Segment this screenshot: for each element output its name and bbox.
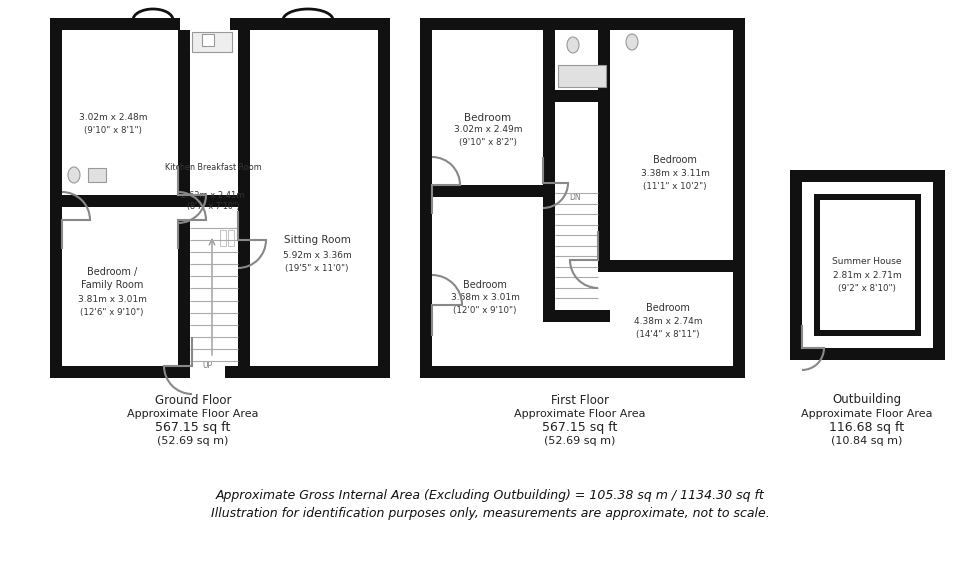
Text: (14'4" x 8'11"): (14'4" x 8'11") <box>636 329 700 339</box>
Bar <box>178 195 238 207</box>
Text: 2.81m x 2.71m: 2.81m x 2.71m <box>833 271 902 279</box>
Bar <box>915 194 921 336</box>
Text: 3.38m x 3.11m: 3.38m x 3.11m <box>641 168 710 178</box>
Bar <box>555 90 598 102</box>
Ellipse shape <box>626 34 638 50</box>
Text: (52.69 sq m): (52.69 sq m) <box>158 436 228 446</box>
Text: Summer House: Summer House <box>832 257 902 267</box>
Text: Approximate Floor Area: Approximate Floor Area <box>802 409 933 419</box>
Text: 3.02m x 2.49m: 3.02m x 2.49m <box>454 125 522 134</box>
Text: (19'5" x 11'0"): (19'5" x 11'0") <box>285 264 349 272</box>
Text: 5.92m x 3.36m: 5.92m x 3.36m <box>282 250 352 260</box>
Bar <box>178 30 190 195</box>
Text: 3.02m x 2.48m: 3.02m x 2.48m <box>78 113 147 123</box>
Text: Bedroom: Bedroom <box>464 280 507 290</box>
Text: Approximate Floor Area: Approximate Floor Area <box>514 409 646 419</box>
Bar <box>202 34 214 46</box>
Text: 567.15 sq ft: 567.15 sq ft <box>542 421 617 435</box>
Text: (8'7" x 7'10"): (8'7" x 7'10") <box>186 203 239 211</box>
Bar <box>790 170 802 360</box>
Bar <box>598 260 733 272</box>
Bar <box>814 194 820 336</box>
Text: 3.81m x 3.01m: 3.81m x 3.01m <box>77 296 146 304</box>
Text: Bedroom: Bedroom <box>653 155 697 165</box>
Text: (9'10" x 8'1"): (9'10" x 8'1") <box>84 125 142 134</box>
Text: (9'2" x 8'10"): (9'2" x 8'10") <box>838 284 896 292</box>
Text: First Floor: First Floor <box>551 393 609 407</box>
Bar <box>933 170 945 360</box>
Bar <box>420 18 432 378</box>
Text: Approximate Floor Area: Approximate Floor Area <box>127 409 259 419</box>
Bar <box>250 18 390 30</box>
Text: 116.68 sq ft: 116.68 sq ft <box>829 421 905 435</box>
Bar <box>378 18 390 378</box>
Text: Kitchen Breakfast Room: Kitchen Breakfast Room <box>165 163 262 173</box>
Bar <box>230 18 250 30</box>
Bar <box>192 32 232 52</box>
Bar <box>814 194 921 200</box>
Text: 3.68m x 3.01m: 3.68m x 3.01m <box>451 293 519 303</box>
Text: (52.69 sq m): (52.69 sq m) <box>544 436 615 446</box>
Bar <box>228 230 234 246</box>
Bar <box>598 30 610 260</box>
Bar <box>50 18 180 30</box>
Bar <box>790 170 945 182</box>
Text: DN: DN <box>569 192 581 202</box>
Bar <box>88 168 106 182</box>
Bar <box>543 153 555 185</box>
Text: Bedroom: Bedroom <box>465 113 512 123</box>
Bar <box>814 330 921 336</box>
Text: 2.62m x 2.41m: 2.62m x 2.41m <box>181 191 245 199</box>
Bar <box>790 348 945 360</box>
Bar <box>178 220 190 366</box>
Text: (11'1" x 10'2"): (11'1" x 10'2") <box>643 181 707 191</box>
Text: (12'6" x 9'10"): (12'6" x 9'10") <box>80 307 144 317</box>
Bar <box>558 65 606 87</box>
Text: (9'10" x 8'2"): (9'10" x 8'2") <box>459 138 516 146</box>
Text: Bedroom: Bedroom <box>646 303 690 313</box>
Bar <box>238 18 250 378</box>
Bar <box>220 230 226 246</box>
Bar <box>62 195 190 207</box>
Bar <box>50 18 62 378</box>
Ellipse shape <box>68 167 80 183</box>
Text: 567.15 sq ft: 567.15 sq ft <box>155 421 230 435</box>
Text: Sitting Room: Sitting Room <box>283 235 351 245</box>
Bar <box>543 310 610 322</box>
Text: UP: UP <box>202 361 212 371</box>
Text: Approximate Gross Internal Area (Excluding Outbuilding) = 105.38 sq m / 1134.30 : Approximate Gross Internal Area (Excludi… <box>216 489 764 501</box>
Text: (10.84 sq m): (10.84 sq m) <box>831 436 903 446</box>
Bar <box>420 18 745 30</box>
Text: (12'0" x 9'10"): (12'0" x 9'10") <box>454 307 516 315</box>
Text: Illustration for identification purposes only, measurements are approximate, not: Illustration for identification purposes… <box>211 507 769 519</box>
Bar <box>733 18 745 378</box>
Bar <box>420 366 745 378</box>
Bar <box>432 185 555 197</box>
Text: Bedroom /: Bedroom / <box>87 267 137 277</box>
Bar <box>225 366 390 378</box>
Text: Ground Floor: Ground Floor <box>155 393 231 407</box>
Text: Outbuilding: Outbuilding <box>832 393 902 407</box>
Text: Family Room: Family Room <box>80 280 143 290</box>
Text: 4.38m x 2.74m: 4.38m x 2.74m <box>634 317 703 325</box>
Bar <box>50 366 190 378</box>
Bar <box>543 30 555 310</box>
Ellipse shape <box>567 37 579 53</box>
